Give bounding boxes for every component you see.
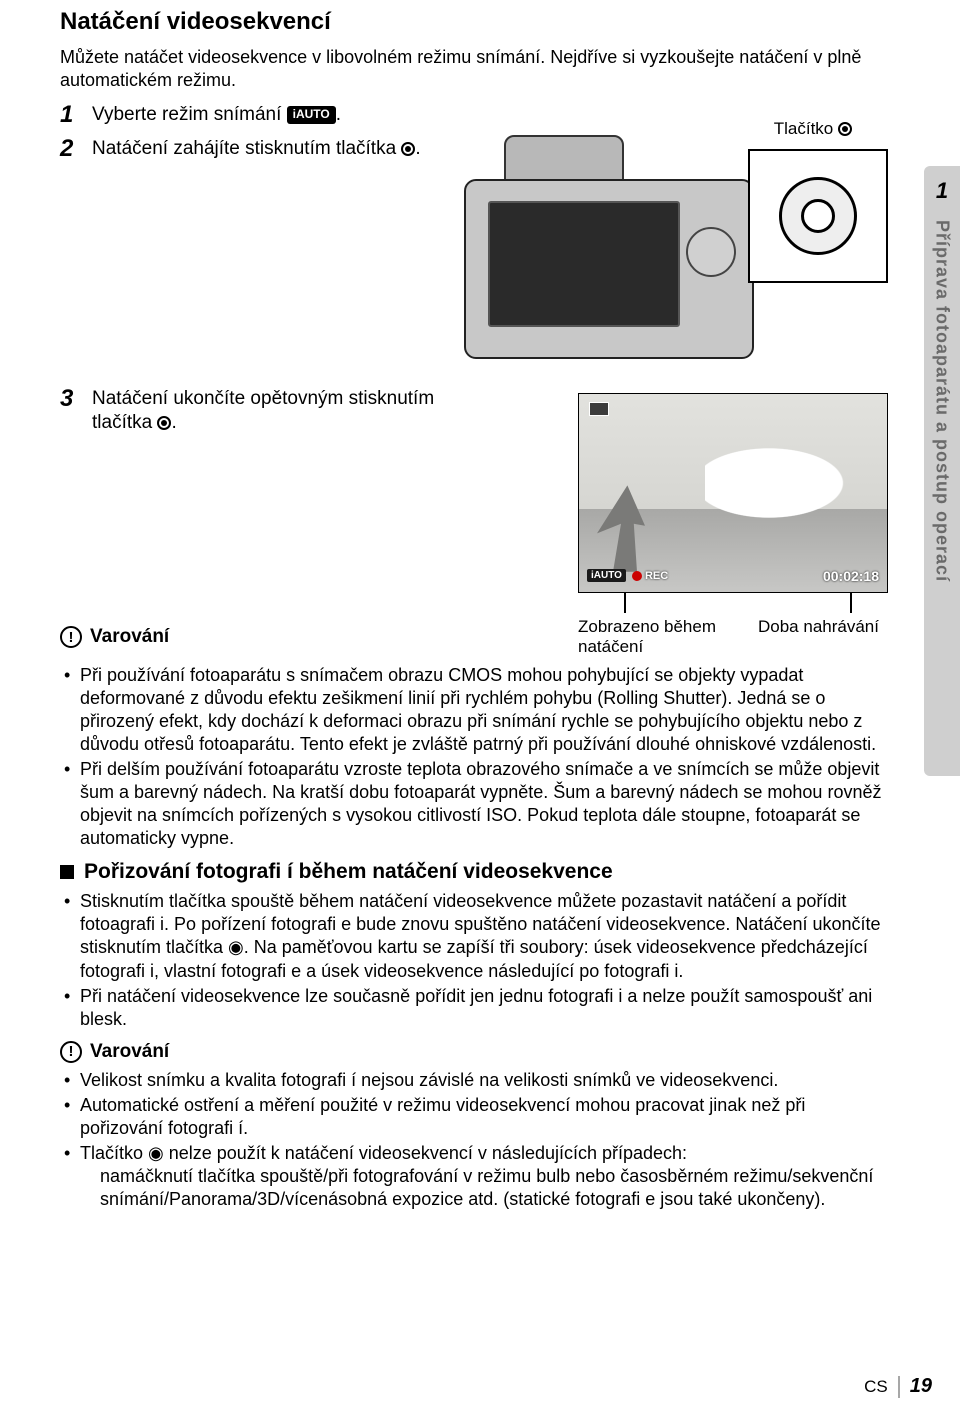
page-title: Natáčení videosekvencí <box>60 8 888 36</box>
sub-indent-text: namáčknutí tlačítka spouště/při fotograf… <box>100 1165 888 1211</box>
warning-heading-2: ! Varování <box>60 1041 888 1063</box>
step-3-text: Natáčení ukončíte opětovným stisknutím t… <box>92 388 434 434</box>
movie-icon <box>589 402 609 416</box>
preview-iauto-badge: iAUTO <box>587 569 626 582</box>
preview-time: 00:02:18 <box>823 568 879 584</box>
button-callout <box>748 149 888 283</box>
step-1-text-after: . <box>336 104 341 125</box>
camera-illustration: Tlačítko <box>458 135 888 375</box>
step-number: 2 <box>60 135 92 163</box>
side-tab-number: 1 <box>936 178 948 204</box>
step-3: 3 Natáčení ukončíte opětovným stisknutím… <box>60 385 438 436</box>
list-item: Automatické ostření a měření použité v r… <box>80 1094 888 1140</box>
warning-icon: ! <box>60 626 82 648</box>
side-tab: 1 Příprava fotoaparátu a postup operací <box>924 166 960 776</box>
step-1: 1 Vyberte režim snímání iAUTO. <box>60 101 888 129</box>
preview-left-label: Zobrazeno během natáčení <box>578 617 738 658</box>
step-1-text-before: Vyberte režim snímání <box>92 104 287 125</box>
warning-title: Varování <box>90 1041 169 1063</box>
warning-title: Varování <box>90 626 169 648</box>
warning-1-list: Při používání fotoaparátu s snímačem obr… <box>60 664 888 850</box>
preview-illustration: iAUTO REC 00:02:18 Zobrazeno během natáč… <box>578 393 888 649</box>
warning-icon: ! <box>60 1041 82 1063</box>
list-item: Při delším používání fotoaparátu vzroste… <box>80 758 888 850</box>
footer-lang: CS <box>864 1377 888 1397</box>
record-icon <box>838 122 852 136</box>
list-item: Při natáčení videosekvence lze současně … <box>80 985 888 1031</box>
warning-2-list: Velikost snímku a kvalita fotografi í ne… <box>60 1069 888 1211</box>
warning-heading-1: ! Varování <box>60 626 438 648</box>
sub-list: Stisknutím tlačítka spouště během natáče… <box>60 890 888 1030</box>
step-number: 3 <box>60 385 92 413</box>
step-2-text: Natáčení zahájíte stisknutím tlačítka <box>92 138 396 159</box>
footer: CS 19 <box>864 1375 932 1398</box>
record-icon <box>157 416 171 430</box>
square-marker-icon <box>60 865 74 879</box>
subheading-text: Pořizování fotografi í během natáčení vi… <box>84 860 613 884</box>
list-item: Stisknutím tlačítka spouště během natáče… <box>80 890 888 982</box>
list-item: Při používání fotoaparátu s snímačem obr… <box>80 664 888 756</box>
subheading: Pořizování fotografi í během natáčení vi… <box>60 860 888 884</box>
step-number: 1 <box>60 101 92 129</box>
callout-button-label: Tlačítko <box>774 119 834 138</box>
rec-indicator: REC <box>632 570 668 582</box>
intro-text: Můžete natáčet videosekvence v libovolné… <box>60 46 888 93</box>
preview-right-label: Doba nahrávání <box>758 617 908 637</box>
footer-page-number: 19 <box>910 1375 932 1398</box>
list-item: Velikost snímku a kvalita fotografi í ne… <box>80 1069 888 1092</box>
step-2: 2 Natáčení zahájíte stisknutím tlačítka … <box>60 135 438 163</box>
record-icon <box>401 142 415 156</box>
side-tab-text: Příprava fotoaparátu a postup operací <box>932 220 953 582</box>
list-item: Tlačítko ◉ nelze použít k natáčení video… <box>80 1142 888 1211</box>
iauto-badge: iAUTO <box>287 106 336 124</box>
